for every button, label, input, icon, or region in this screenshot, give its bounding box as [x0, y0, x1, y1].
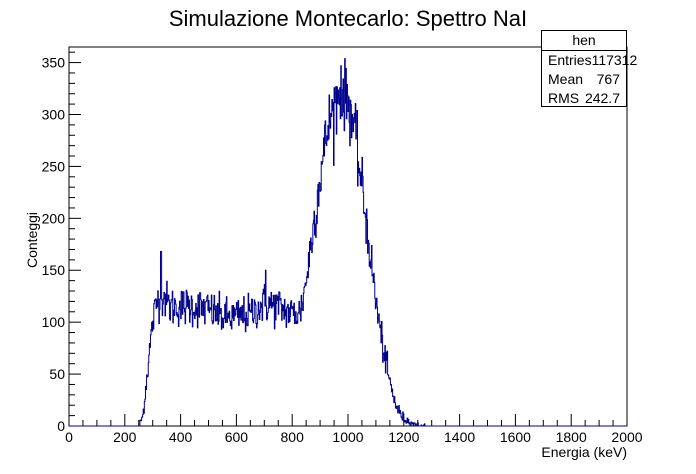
histogram-series	[69, 58, 627, 427]
axis-ticks	[68, 51, 628, 427]
y-axis-label: Conteggi	[24, 212, 40, 268]
x-tick-label: 0	[65, 429, 73, 445]
y-tick-label: 250	[42, 158, 66, 174]
x-tick-label: 2000	[611, 429, 642, 445]
stats-row-rms: RMS 242.7	[542, 89, 626, 108]
stats-entries-label: Entries	[548, 52, 592, 68]
x-tick-label: 200	[113, 429, 137, 445]
stats-box-title: hen	[542, 31, 626, 51]
x-tick-label: 1600	[500, 429, 531, 445]
stats-row-mean: Mean 767	[542, 70, 626, 89]
x-tick-label: 600	[225, 429, 249, 445]
stats-rms-label: RMS	[548, 90, 580, 106]
x-tick-label: 1800	[556, 429, 587, 445]
stats-rms-value: 242.7	[584, 90, 620, 106]
stats-entries-value: 117312	[591, 52, 638, 68]
x-tick-label: 400	[169, 429, 193, 445]
stats-box: hen Entries 117312 Mean 767 RMS 242.7	[541, 30, 637, 108]
y-tick-label: 50	[49, 366, 65, 382]
stats-mean-value: 767	[596, 71, 620, 87]
y-tick-label: 350	[42, 55, 66, 71]
x-axis-label: Energia (keV)	[541, 444, 627, 460]
y-tick-label: 0	[57, 418, 65, 434]
tick-labels: 0 200 400 600 800 1000 1200 1400 1600 1800 2000 0 50…	[42, 55, 643, 445]
x-tick-label: 1000	[332, 429, 363, 445]
stats-mean-label: Mean	[548, 71, 584, 87]
y-tick-label: 150	[42, 262, 66, 278]
x-tick-label: 800	[281, 429, 305, 445]
stats-row-entries: Entries 117312	[542, 51, 637, 70]
y-tick-label: 300	[42, 106, 66, 122]
chart-title: Simulazione Montecarlo: Spettro NaI	[168, 6, 528, 31]
x-tick-label: 1400	[444, 429, 475, 445]
y-tick-label: 100	[42, 314, 66, 330]
y-tick-label: 200	[42, 210, 66, 226]
x-tick-label: 1200	[388, 429, 419, 445]
